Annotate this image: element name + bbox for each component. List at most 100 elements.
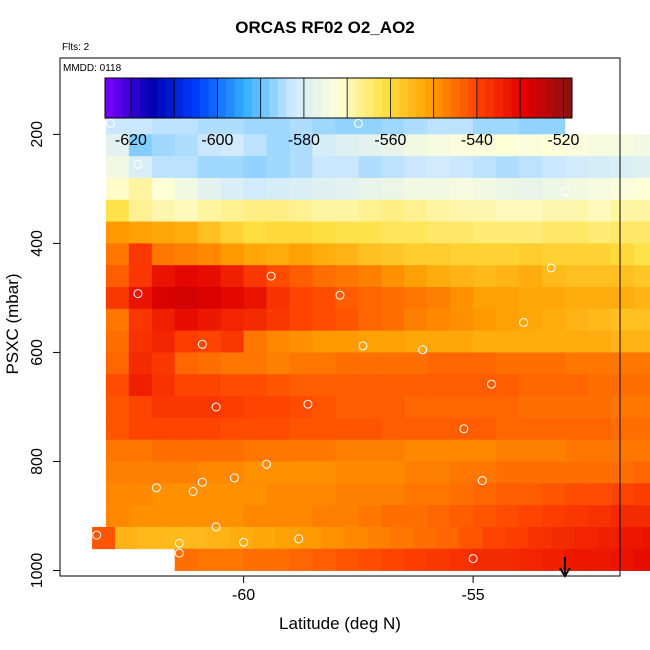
heatmap-cell: [496, 221, 520, 244]
heatmap-cell: [404, 483, 428, 506]
heatmap-cell: [220, 352, 245, 375]
heatmap-cell: [541, 265, 566, 288]
heatmap-cell: [427, 265, 451, 288]
heatmap-cell: [335, 483, 359, 506]
heatmap-cell: [266, 308, 290, 332]
heatmap-cell: [642, 526, 650, 550]
heatmap-cell: [335, 439, 359, 462]
heatmap-cell: [473, 505, 497, 528]
heatmap-cell: [358, 439, 382, 462]
down-arrow-icon: [559, 557, 571, 578]
heatmap-cell: [197, 265, 222, 288]
heatmap-cell: [564, 221, 589, 244]
heatmap-cell: [519, 199, 543, 222]
colorbar-segment: [269, 78, 279, 118]
heatmap-cell: [473, 330, 497, 353]
heatmap-cell: [220, 505, 245, 528]
heatmap-cell: [633, 396, 650, 419]
heatmap-cell: [358, 396, 382, 419]
track-point: [151, 483, 161, 493]
heatmap-cell: [610, 243, 635, 266]
heatmap-cell: [220, 396, 245, 419]
heatmap-cell: [220, 374, 245, 397]
heatmap-cell: [381, 308, 405, 332]
track-point: [174, 548, 184, 558]
date-label: MMDD: 0118: [63, 63, 122, 74]
heatmap-cell: [197, 308, 222, 332]
heatmap-cell: [289, 461, 313, 484]
heatmap-cell: [541, 417, 566, 441]
heatmap-cell: [312, 483, 336, 506]
heatmap-cell: [519, 352, 543, 375]
colorbar-segment: [485, 78, 495, 118]
track-point: [197, 477, 207, 487]
heatmap-cell: [381, 287, 405, 310]
heatmap-cell: [564, 265, 589, 288]
heatmap-cell: [174, 396, 199, 419]
heatmap-cell: [473, 177, 497, 201]
heatmap-cell: [597, 526, 621, 550]
colorbar-segment: [390, 78, 400, 118]
heatmap-cell: [450, 374, 474, 397]
heatmap-cell: [128, 461, 153, 484]
track-point: [546, 263, 556, 273]
x-tick-label: -60: [232, 587, 255, 604]
colorbar-segment: [329, 78, 339, 118]
heatmap-cell: [266, 330, 290, 353]
heatmap-cell: [312, 243, 336, 266]
heatmap-cell: [587, 396, 612, 419]
colorbar-segment: [433, 78, 443, 118]
heatmap-cell: [312, 417, 336, 441]
heatmap-cell: [427, 156, 451, 179]
heatmap-cell: [335, 417, 359, 441]
heatmap-cell: [519, 505, 543, 528]
heatmap-cell: [381, 243, 405, 266]
heatmap-cell: [404, 308, 428, 332]
colorbar-segment: [494, 78, 504, 118]
heatmap-cell: [381, 505, 405, 528]
heatmap-cell: [174, 548, 199, 571]
track-point: [174, 538, 184, 548]
colorbar-segment: [277, 78, 287, 118]
heatmap-cell: [473, 352, 497, 375]
heatmap-cell: [541, 199, 566, 222]
heatmap-cell: [473, 417, 497, 441]
heatmap-cell: [427, 199, 451, 222]
heatmap-cell: [564, 548, 589, 571]
heatmap-cell: [404, 461, 428, 484]
heatmap-cell: [174, 483, 199, 506]
heatmap-cell: [633, 134, 650, 157]
heatmap-cell: [541, 396, 566, 419]
heatmap-cell: [266, 243, 290, 266]
heatmap-cell: [197, 548, 222, 571]
heatmap-cell: [404, 243, 428, 266]
heatmap-cell: [610, 199, 635, 222]
colorbar-segment: [234, 78, 244, 118]
heatmap-cell: [473, 199, 497, 222]
heatmap-cell: [633, 548, 650, 571]
heatmap-cell: [266, 134, 290, 157]
heatmap-cell: [312, 156, 336, 179]
heatmap-cell: [564, 308, 589, 332]
heatmap-cell: [381, 461, 405, 484]
track-point: [266, 271, 276, 281]
heatmap-cell: [450, 199, 474, 222]
track-point: [211, 522, 221, 532]
heatmap-cell: [564, 461, 589, 484]
heatmap-cell: [312, 330, 336, 353]
y-tick-label: 200: [29, 121, 46, 148]
heatmap-cell: [473, 287, 497, 310]
heatmap-cell: [335, 308, 359, 332]
heatmap-cell: [252, 526, 277, 550]
heatmap-cell: [197, 177, 222, 201]
heatmap-cell: [519, 287, 543, 310]
colorbar-segment: [191, 78, 201, 118]
colorbar-segment: [338, 78, 348, 118]
heatmap-cell: [381, 352, 405, 375]
heatmap-cell: [105, 505, 130, 528]
heatmap-cell: [450, 505, 474, 528]
heatmap-cell: [174, 243, 199, 266]
heatmap-cell: [151, 330, 176, 353]
heatmap-cell: [587, 548, 612, 571]
heatmap-cell: [220, 199, 245, 222]
